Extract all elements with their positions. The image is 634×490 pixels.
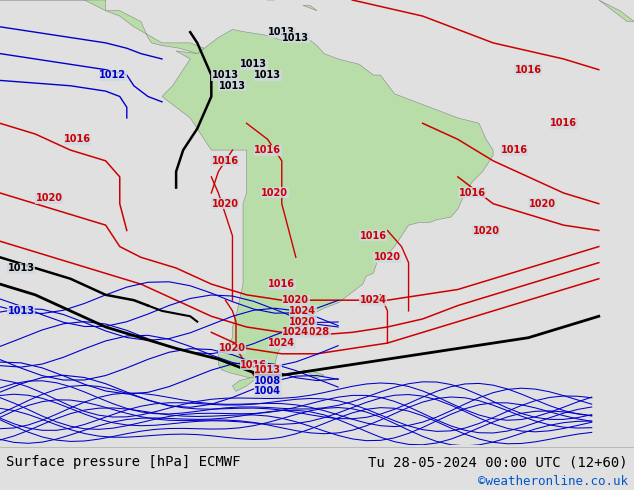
Polygon shape [233,375,261,392]
Polygon shape [303,5,317,11]
Text: 1020: 1020 [472,225,500,236]
Text: 1020: 1020 [261,188,288,198]
Text: 1024: 1024 [268,338,295,348]
Text: 1013: 1013 [219,81,246,91]
Text: 1013: 1013 [268,27,295,37]
Text: 1024: 1024 [360,295,387,305]
Text: 1016: 1016 [550,118,577,128]
Text: Tu 28-05-2024 00:00 UTC (12+60): Tu 28-05-2024 00:00 UTC (12+60) [368,455,628,469]
Polygon shape [0,0,106,11]
Text: 1016: 1016 [240,360,267,369]
Polygon shape [162,29,493,378]
Text: 1020: 1020 [282,295,309,305]
Text: 1016: 1016 [268,279,295,289]
Text: 1016: 1016 [360,231,387,241]
Text: Surface pressure [hPa] ECMWF: Surface pressure [hPa] ECMWF [6,455,241,469]
Text: 1024: 1024 [289,306,316,316]
Text: 1020: 1020 [212,199,239,209]
Text: 1020: 1020 [289,317,316,327]
Text: 1016: 1016 [212,156,239,166]
Text: ©weatheronline.co.uk: ©weatheronline.co.uk [477,475,628,489]
Text: 1013: 1013 [8,306,35,316]
Text: 1024: 1024 [282,327,309,337]
Text: 1016: 1016 [64,134,91,145]
Text: 1013: 1013 [8,263,35,273]
Polygon shape [303,370,324,378]
Text: 1013: 1013 [282,32,309,43]
Text: 1020: 1020 [36,194,63,203]
Text: 1020: 1020 [374,252,401,262]
Text: 1013: 1013 [254,365,281,375]
Text: 1020: 1020 [529,199,556,209]
Text: 1013: 1013 [254,70,281,80]
Polygon shape [106,11,204,53]
Text: 1016: 1016 [254,145,281,155]
Text: 1013: 1013 [212,70,239,80]
Text: 1020: 1020 [219,343,246,353]
Polygon shape [598,0,634,22]
Text: 1028: 1028 [304,327,330,337]
Text: 1016: 1016 [501,145,527,155]
Text: 1016: 1016 [458,188,486,198]
Text: 1013: 1013 [240,59,267,69]
Text: 1004: 1004 [254,386,281,396]
Text: 1012: 1012 [99,70,126,80]
Text: 1008: 1008 [254,376,281,386]
Text: 1016: 1016 [515,65,542,74]
